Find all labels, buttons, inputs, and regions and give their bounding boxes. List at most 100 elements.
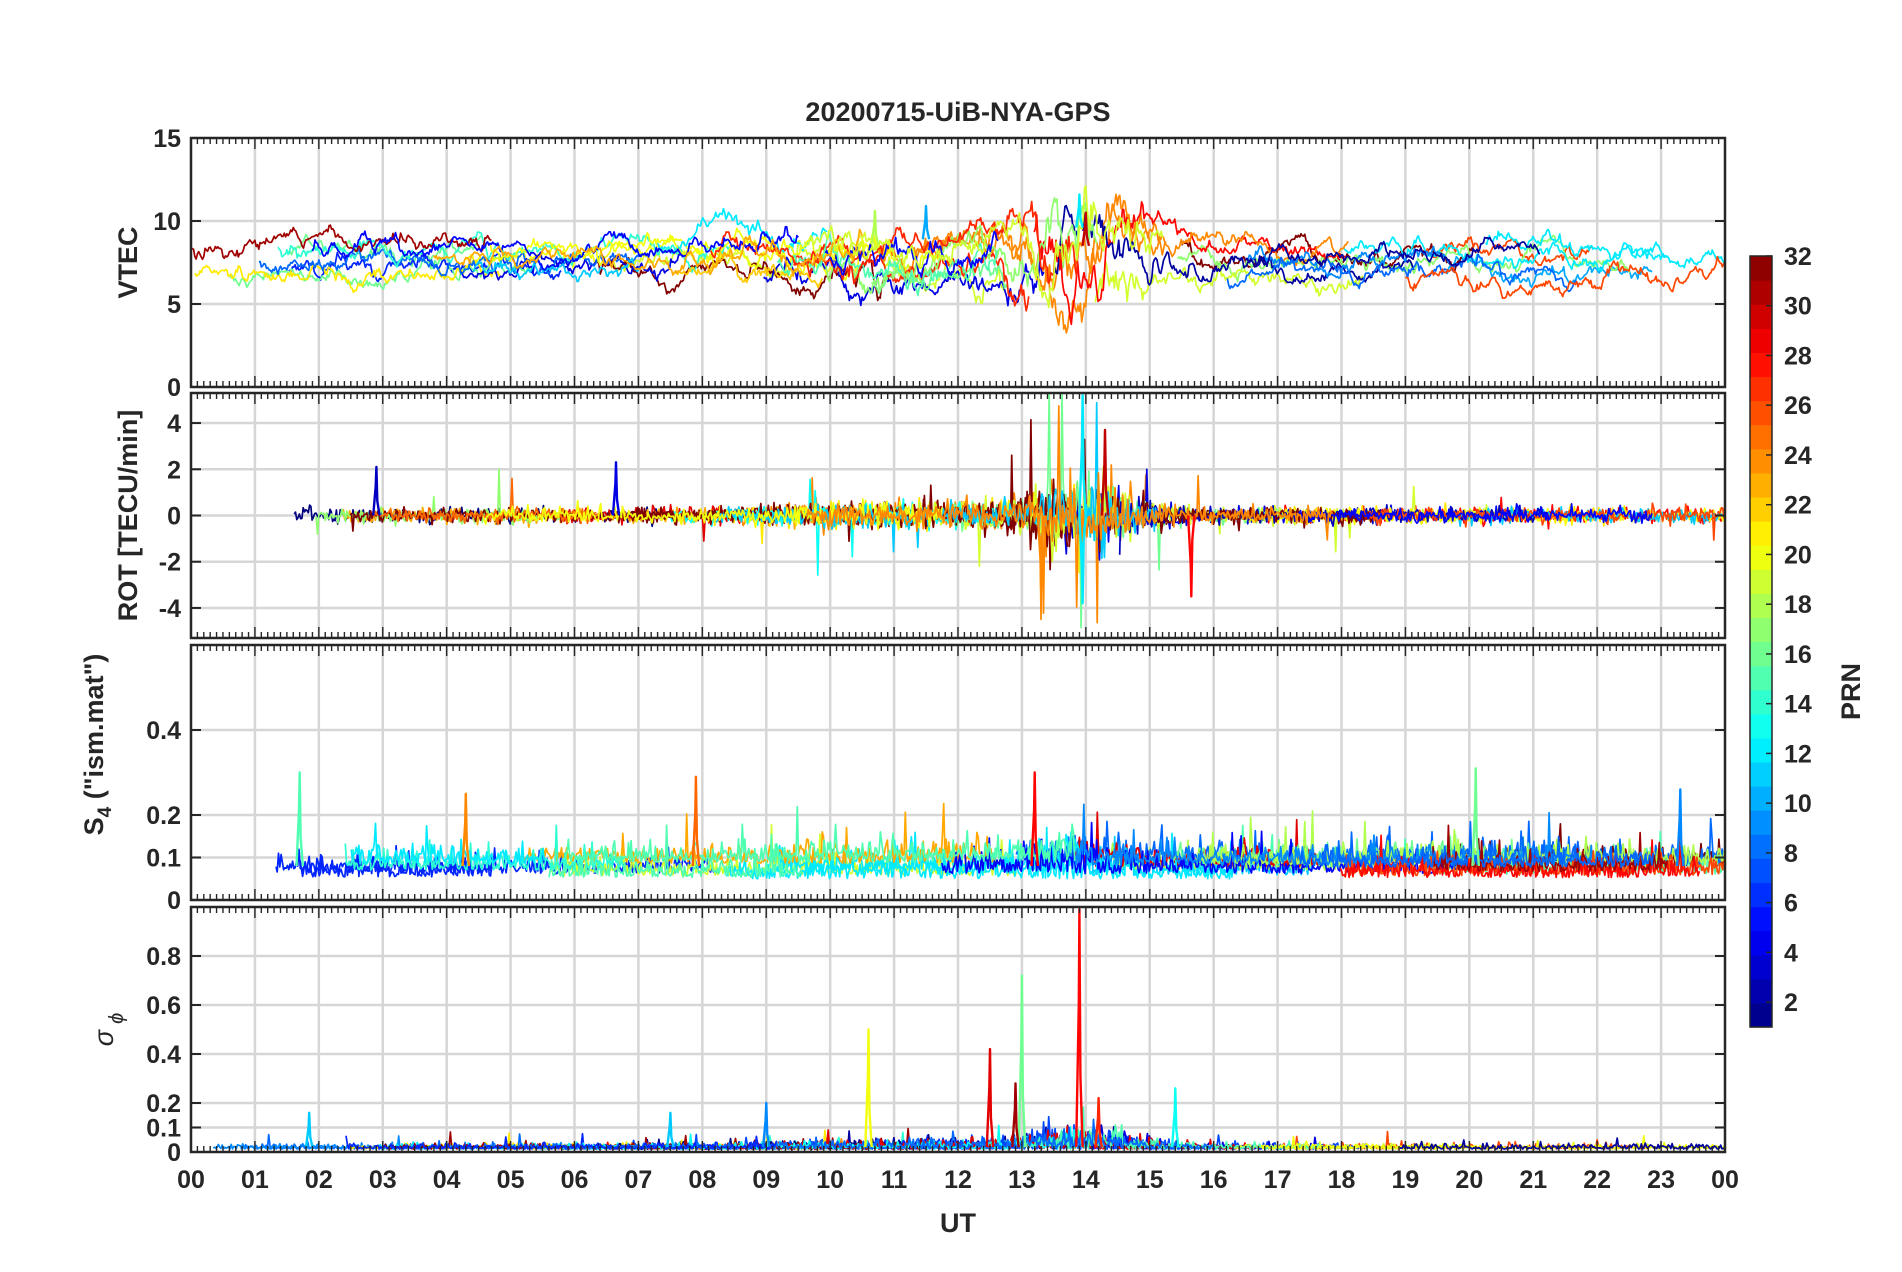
y-tick-label: 5 bbox=[167, 291, 181, 319]
series-peak-prn-31 bbox=[1011, 1082, 1020, 1148]
colorbar-band bbox=[1750, 328, 1772, 353]
series-line-prn-2 bbox=[1053, 204, 1415, 286]
colorbar-band bbox=[1750, 400, 1772, 426]
x-axis-label: UT bbox=[940, 1208, 976, 1238]
colorbar-band bbox=[1750, 689, 1772, 715]
series-peak-prn-24 bbox=[1036, 515, 1046, 591]
series-line-prn-27 bbox=[710, 200, 1079, 285]
y-axis-label: VTEC bbox=[113, 226, 143, 298]
series-peak-prn-9 bbox=[761, 1101, 771, 1148]
series-group bbox=[275, 767, 1725, 880]
series-line-prn-26 bbox=[1362, 502, 1725, 541]
series-line-prn-4 bbox=[459, 251, 687, 282]
series-peak-prn-12 bbox=[1078, 515, 1087, 605]
series-line-prn-19 bbox=[612, 231, 1005, 305]
y-tick-label: 0.8 bbox=[146, 943, 181, 971]
colorbar-tick-label: 6 bbox=[1784, 890, 1798, 918]
y-tick-label: 0.4 bbox=[146, 717, 181, 745]
series-peak-prn-16 bbox=[1471, 767, 1481, 867]
colorbar-band bbox=[1750, 713, 1772, 739]
x-tick-label: 10 bbox=[816, 1166, 844, 1194]
series-line-prn-10 bbox=[1444, 255, 1653, 288]
series-line-prn-21 bbox=[194, 258, 502, 294]
colorbar-band bbox=[1750, 448, 1772, 474]
y-axis-label: ROT [TECU/min] bbox=[113, 410, 143, 621]
panel-s4: 00.10.20.4S4 ("ism.mat") bbox=[79, 643, 1727, 915]
series-line-prn-12 bbox=[350, 822, 546, 865]
series-line-prn-23 bbox=[433, 228, 863, 277]
colorbar-band bbox=[1750, 786, 1772, 811]
panel-vtec: 0 5 10 15 VTEC bbox=[113, 125, 1727, 402]
y-tick-label: 0.1 bbox=[146, 845, 181, 873]
series-peak-prn-18 bbox=[870, 209, 880, 245]
x-tick-label: 06 bbox=[561, 1166, 589, 1194]
series-line-prn-5 bbox=[311, 225, 799, 271]
colorbar-band bbox=[1750, 496, 1772, 522]
series-line-prn-6 bbox=[299, 849, 493, 878]
y-tick-label: -2 bbox=[159, 549, 181, 577]
colorbar-band bbox=[1750, 761, 1772, 787]
colorbar-tick-label: 30 bbox=[1784, 293, 1812, 321]
colorbar-frame bbox=[1749, 255, 1773, 1028]
series-line-prn-26 bbox=[1405, 255, 1725, 300]
y-axis-label-subscript: 4 bbox=[95, 806, 116, 817]
series-line-prn-8 bbox=[1226, 253, 1579, 293]
y-tick-label: 0.2 bbox=[146, 1090, 181, 1118]
x-tick-label: 23 bbox=[1647, 1166, 1675, 1194]
x-tick-label: 13 bbox=[1008, 1166, 1036, 1194]
y-tick-label: 0.2 bbox=[146, 802, 181, 830]
panel-sigma: 00.10.2 0.4 0.6 0.8 00 01 02 03 04 05 06 07 08 09 10 11… bbox=[89, 905, 1739, 1194]
series-peak-prn-25 bbox=[691, 775, 701, 867]
colorbar-band bbox=[1750, 810, 1772, 835]
series-peak-prn-29 bbox=[985, 1047, 995, 1148]
colorbar-band bbox=[1750, 665, 1772, 691]
y-axis-label-subscript: ϕ bbox=[106, 1013, 128, 1024]
colorbar-band bbox=[1750, 280, 1772, 305]
x-tick-label: 15 bbox=[1136, 1166, 1164, 1194]
x-tick-label: 08 bbox=[688, 1166, 716, 1194]
y-tick-label: 4 bbox=[167, 410, 181, 438]
x-tick-label: 16 bbox=[1200, 1166, 1228, 1194]
x-tick-label: 01 bbox=[241, 1166, 269, 1194]
colorbar-band bbox=[1750, 617, 1772, 643]
x-tick-label: 14 bbox=[1072, 1166, 1100, 1194]
series-peak-prn-11 bbox=[666, 1111, 675, 1148]
series-peak-prn-12 bbox=[1075, 193, 1084, 228]
series-peak-prn-30 bbox=[1081, 211, 1091, 247]
series-peak-prn-24 bbox=[461, 792, 471, 867]
y-tick-label: 0.1 bbox=[146, 1115, 181, 1143]
series-peak-prn-9 bbox=[1675, 788, 1685, 867]
x-tick-label: 00 bbox=[177, 1166, 205, 1194]
series-line-prn-2 bbox=[1244, 236, 1541, 268]
colorbar-band bbox=[1750, 930, 1772, 956]
x-tick-label: 03 bbox=[369, 1166, 397, 1194]
colorbar-tick-label: 18 bbox=[1784, 591, 1812, 619]
panel-rot: -4 -2 0 2 4 ROT [TECU/min] bbox=[113, 391, 1727, 640]
colorbar-band bbox=[1750, 352, 1772, 378]
x-tick-label: 09 bbox=[752, 1166, 780, 1194]
series-line-prn-20 bbox=[482, 498, 943, 531]
series-group bbox=[212, 908, 1725, 1150]
series-line-prn-16 bbox=[229, 250, 532, 290]
colorbar-tick-label: 28 bbox=[1784, 342, 1812, 370]
series-line-prn-14 bbox=[277, 231, 730, 273]
y-tick-label: 0 bbox=[167, 887, 181, 915]
panel-frame bbox=[189, 643, 1727, 902]
series-peak-prn-27 bbox=[1094, 1096, 1103, 1148]
colorbar-band bbox=[1750, 906, 1772, 932]
series-group bbox=[191, 185, 1725, 334]
series-line-prn-2 bbox=[1399, 1137, 1725, 1150]
colorbar-tick-label: 22 bbox=[1784, 492, 1812, 520]
x-tick-label: 12 bbox=[944, 1166, 972, 1194]
series-line-prn-5 bbox=[824, 230, 999, 278]
y-tick-label: 0 bbox=[167, 374, 181, 402]
series-line-prn-15 bbox=[563, 805, 1076, 863]
colorbar-tick-label: 8 bbox=[1784, 840, 1798, 868]
x-tick-label: 00 bbox=[1711, 1166, 1739, 1194]
chart-title: 20200715-UiB-NYA-GPS bbox=[805, 97, 1110, 127]
colorbar-tick-label: 24 bbox=[1784, 442, 1812, 470]
colorbar-band bbox=[1750, 834, 1772, 859]
y-tick-label: -4 bbox=[159, 595, 181, 623]
colorbar-tick-label: 16 bbox=[1784, 641, 1812, 669]
